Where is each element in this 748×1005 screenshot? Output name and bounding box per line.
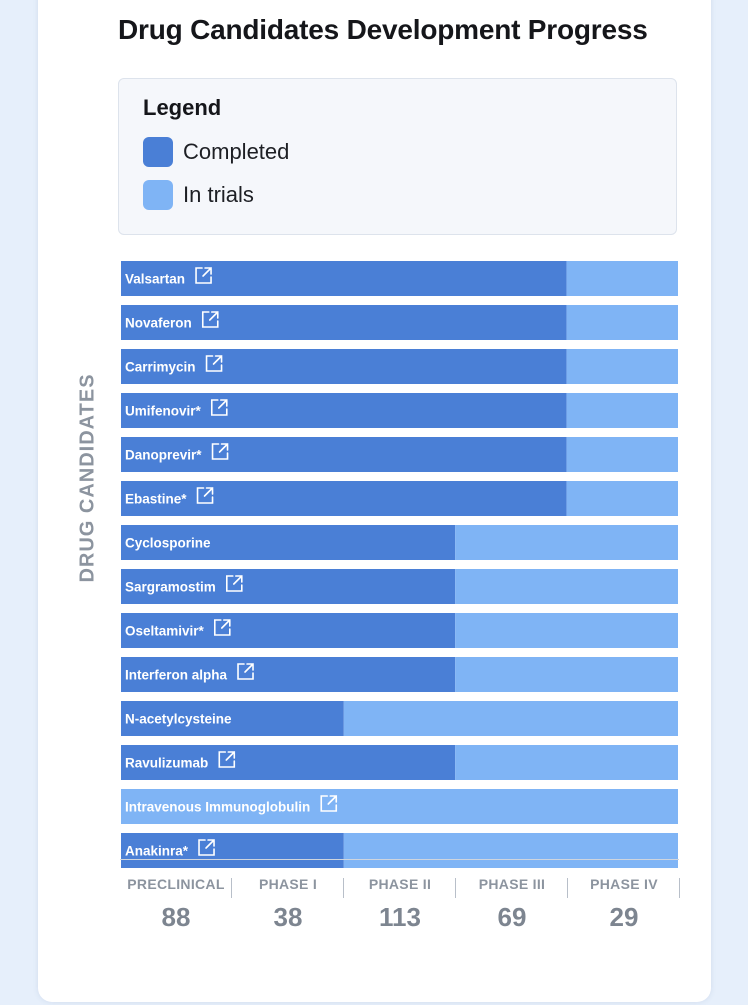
legend-swatch-completed [143,137,173,167]
bar-completed-carrimycin[interactable] [121,349,567,384]
bar-completed-ravulizumab[interactable] [121,745,456,780]
bar-in-trials-umifenovir[interactable] [566,393,678,428]
phase-count: 113 [379,902,421,932]
legend-title: Legend [143,95,222,120]
phase-count: 88 [161,902,191,932]
bar-label-ravulizumab: Ravulizumab [125,756,208,771]
external-link-icon[interactable] [225,575,243,592]
bar-label-oseltamivir: Oseltamivir* [125,624,205,639]
bar-label-n-acetylcysteine: N-acetylcysteine [125,712,232,727]
legend-item-completed: Completed [143,137,289,167]
bar-label-carrimycin: Carrimycin [125,360,196,375]
bar-label-interferon-alpha: Interferon alpha [125,668,228,683]
bar-in-trials-interferon-alpha[interactable] [455,657,678,692]
phase-name: PHASE IV [590,876,658,892]
legend-label-in-trials: In trials [183,182,254,207]
external-link-icon[interactable] [211,443,229,460]
external-link-icon[interactable] [237,663,254,680]
x-axis-line [120,859,679,860]
bar-completed-danoprevir[interactable] [121,437,567,472]
external-link-icon[interactable] [213,619,231,636]
phase-name: PRECLINICAL [127,876,225,892]
phase-count: 29 [609,902,639,932]
bar-in-trials-danoprevir[interactable] [566,437,678,472]
bar-label-cyclosporine: Cyclosporine [125,536,211,551]
phase-phase-iii: PHASE III 69 [456,876,568,933]
bar-completed-valsartan[interactable] [121,261,567,296]
bar-in-trials-n-acetylcysteine[interactable] [343,701,678,736]
external-link-icon[interactable] [201,311,219,328]
bar-completed-cyclosporine[interactable] [121,525,456,560]
bar-label-danoprevir: Danoprevir* [125,448,202,463]
bar-label-novaferon: Novaferon [125,316,192,331]
bar-completed-sargramostim[interactable] [121,569,456,604]
legend-item-in-trials: In trials [143,180,254,210]
phase-phase-i: PHASE I 38 [232,876,344,933]
bar-in-trials-ebastine[interactable] [566,481,678,516]
bar-label-sargramostim: Sargramostim [125,580,216,595]
bar-in-trials-oseltamivir[interactable] [455,613,678,648]
bar-in-trials-intravenous-immunoglobulin[interactable] [121,789,678,824]
bar-completed-novaferon[interactable] [121,305,567,340]
bar-in-trials-ravulizumab[interactable] [455,745,678,780]
phase-divider [231,878,232,898]
bar-in-trials-anakinra[interactable] [343,833,678,868]
bar-completed-anakinra[interactable] [121,833,344,868]
bar-label-ebastine: Ebastine* [125,492,187,507]
phase-name: PHASE I [258,876,318,892]
phase-name: PHASE II [368,876,432,892]
bar-completed-ebastine[interactable] [121,481,567,516]
phase-count: 69 [497,902,527,932]
bar-completed-oseltamivir[interactable] [121,613,456,648]
phase-phase-iv: PHASE IV 29 [568,876,680,933]
bar-in-trials-cyclosporine[interactable] [455,525,678,560]
chart-title: Drug Candidates Development Progress [118,14,648,45]
phase-phase-ii: PHASE II 113 [344,876,456,933]
phase-divider [567,878,568,898]
bar-completed-umifenovir[interactable] [121,393,567,428]
external-link-icon[interactable] [205,355,223,372]
external-link-icon[interactable] [196,487,214,504]
external-link-icon[interactable] [320,795,338,812]
phase-count: 38 [273,902,303,932]
external-link-icon[interactable] [195,267,212,284]
bar-label-anakinra: Anakinra* [125,844,189,859]
bar-in-trials-valsartan[interactable] [566,261,678,296]
bar-in-trials-novaferon[interactable] [566,305,678,340]
bar-completed-interferon-alpha[interactable] [121,657,456,692]
bar-label-intravenous-immunoglobulin: Intravenous Immunoglobulin [125,800,310,815]
legend-swatch-in-trials [143,180,173,210]
bar-label-umifenovir: Umifenovir* [125,404,202,419]
phase-preclinical: PRECLINICAL 88 [120,876,232,933]
bar-in-trials-sargramostim[interactable] [455,569,678,604]
bar-completed-n-acetylcysteine[interactable] [121,701,344,736]
phase-divider [455,878,456,898]
external-link-icon[interactable] [218,751,236,768]
phase-divider [679,878,680,898]
phase-name: PHASE III [478,876,546,892]
legend-label-completed: Completed [183,139,290,164]
phase-divider [343,878,344,898]
external-link-icon[interactable] [210,399,228,416]
bar-in-trials-carrimycin[interactable] [566,349,678,384]
legend-box: Legend Completed In trials [118,78,677,235]
external-link-icon[interactable] [198,839,215,856]
bar-label-valsartan: Valsartan [125,272,185,287]
